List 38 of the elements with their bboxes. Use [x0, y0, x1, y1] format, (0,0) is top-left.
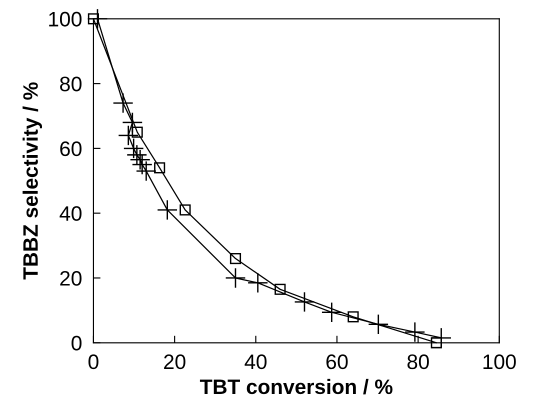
point [87, 8, 108, 30]
point [430, 337, 442, 348]
y-tick-label: 100 [49, 12, 82, 27]
point [368, 314, 389, 335]
x-axis-title: TBT conversion / % [200, 378, 392, 394]
point [123, 138, 144, 159]
y-axis-title: TBBZ selectivity / % [22, 82, 42, 280]
y-tick-label: 0 [72, 336, 82, 351]
point [404, 322, 426, 342]
y-tick-label: 60 [60, 141, 82, 156]
x-tick-label: 40 [244, 354, 267, 370]
point [132, 154, 153, 176]
point [225, 268, 246, 288]
y-tick-label: 40 [60, 206, 82, 221]
y-tick-label: 20 [60, 270, 82, 286]
point [180, 204, 191, 216]
point [230, 252, 242, 264]
x-tick-label: 0 [88, 354, 98, 370]
point [126, 144, 148, 166]
point [130, 149, 151, 170]
point [136, 160, 157, 182]
point [430, 327, 452, 348]
x-tick-label: 60 [326, 354, 348, 370]
x-tick-label: 100 [484, 354, 516, 370]
point [321, 302, 342, 323]
point [154, 162, 166, 174]
point [118, 125, 139, 146]
point [156, 200, 178, 220]
point [294, 292, 315, 312]
x-tick-label: 80 [407, 354, 429, 370]
point [122, 112, 143, 133]
x-tick-label: 20 [164, 354, 186, 370]
point [132, 126, 143, 138]
point [348, 311, 359, 322]
y-tick-label: 80 [60, 76, 82, 92]
point [247, 272, 268, 294]
point [112, 92, 134, 114]
point [274, 284, 286, 295]
